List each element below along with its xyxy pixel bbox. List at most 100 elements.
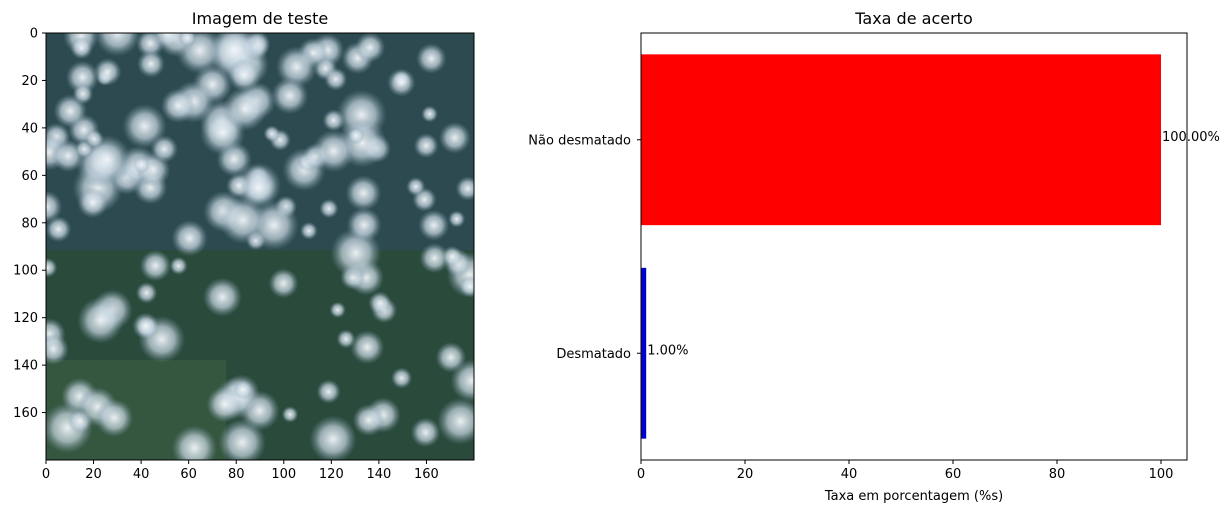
- cloud-blob: [416, 43, 447, 74]
- cloud-blob: [387, 68, 416, 97]
- cloud-blob: [135, 282, 158, 304]
- x-tick-label: 20: [737, 467, 754, 482]
- cloud-blob: [268, 268, 299, 299]
- image-frame: [45, 32, 475, 461]
- cloud-blob: [46, 190, 63, 224]
- cloud-blob: [459, 275, 474, 298]
- x-tick-label: 100: [271, 467, 296, 482]
- cloud-blob: [46, 216, 72, 243]
- bar-data-label: 1.00%: [647, 343, 688, 358]
- cloud-blob: [263, 125, 281, 143]
- cloud-blob: [93, 58, 122, 86]
- cloud-blob: [122, 104, 167, 149]
- cloud-blob: [70, 36, 93, 60]
- cloud-blob: [46, 257, 58, 278]
- cloud-blob: [350, 330, 385, 365]
- cloud-blob: [160, 88, 196, 124]
- cloud-blob: [441, 245, 463, 267]
- category-label: Desmatado: [556, 347, 631, 362]
- y-tick-label: 140: [13, 359, 38, 374]
- cloud-blob: [406, 177, 426, 197]
- cloud-blob: [202, 277, 242, 317]
- cloud-blob: [312, 129, 355, 173]
- y-tick-label: 60: [21, 169, 38, 184]
- cloud-blob: [329, 301, 346, 319]
- cloud-blob: [84, 129, 104, 149]
- cloud-blob: [437, 397, 474, 445]
- cloud-blob: [391, 367, 413, 389]
- cloud-blob: [132, 312, 160, 340]
- y-tick-label: 20: [21, 74, 38, 89]
- cloud-blob: [347, 127, 365, 145]
- cloud-blob: [455, 176, 474, 201]
- image-title: Imagem de teste: [192, 9, 328, 28]
- cloud-blob: [281, 406, 299, 423]
- cloud-blob: [316, 379, 341, 404]
- cloud-blob: [413, 133, 439, 159]
- x-tick-label: 80: [1049, 467, 1066, 482]
- cloud-blob: [410, 417, 441, 448]
- cloud-blob: [65, 60, 100, 94]
- x-tick-label: 20: [85, 467, 102, 482]
- satellite-image: [46, 33, 474, 460]
- bar-chart-panel: Taxa de acerto 1.00% 100.00% 0 20 40 60 80 100…: [528, 9, 1220, 504]
- x-tick-label: 80: [228, 467, 245, 482]
- x-tick-label: 0: [42, 467, 50, 482]
- cloud-blob: [53, 94, 88, 128]
- cloud-blob: [206, 386, 243, 423]
- cloud-blob: [418, 209, 450, 241]
- cloud-blob: [368, 291, 392, 315]
- cloud-blob: [95, 398, 134, 437]
- cloud-blob: [300, 221, 318, 240]
- plot-frame: [640, 32, 1188, 461]
- cloud-blob: [271, 77, 309, 115]
- cloud-blob: [421, 105, 438, 123]
- bar-data-label: 100.00%: [1162, 130, 1220, 145]
- cloud-blob: [171, 425, 218, 460]
- cloud-blob: [346, 207, 382, 243]
- bar-desmatado: [641, 267, 647, 439]
- cloud-blob: [275, 46, 318, 88]
- bar-não-desmatado: [641, 54, 1161, 226]
- x-tick-label: 120: [319, 467, 344, 482]
- x-tick-label: 100: [1149, 467, 1174, 482]
- y-tick-label: 120: [13, 311, 38, 326]
- x-tick-label: 60: [945, 467, 962, 482]
- cloud-blob: [150, 135, 178, 163]
- cloud-blob: [227, 58, 261, 92]
- x-tick-label: 40: [841, 467, 858, 482]
- cloud-blob: [151, 33, 184, 50]
- cloud-blob: [46, 333, 69, 365]
- cloud-blob: [450, 359, 474, 403]
- cloud-blob: [77, 187, 109, 219]
- x-tick-label: 160: [414, 467, 439, 482]
- y-tick-label: 80: [21, 216, 38, 231]
- x-tick-label: 0: [637, 467, 645, 482]
- category-label: Não desmatado: [528, 133, 631, 148]
- cloud-blob: [352, 404, 385, 437]
- cloud-blob: [218, 196, 267, 244]
- bar-chart-title: Taxa de acerto: [854, 9, 972, 28]
- cloud-blob: [240, 169, 277, 206]
- cloud-blob: [218, 418, 267, 460]
- cloud-blob: [233, 379, 254, 400]
- y-tick-label: 0: [30, 27, 38, 42]
- x-axis-label: Taxa em porcentagem (%s): [824, 489, 1003, 504]
- y-tick-label: 160: [13, 406, 38, 421]
- cloud-blob: [324, 67, 348, 91]
- x-tick-label: 40: [133, 467, 150, 482]
- cloud-blob: [94, 33, 141, 57]
- x-tick-label: 60: [180, 467, 197, 482]
- cloud-blob: [319, 198, 339, 219]
- cloud-blob: [336, 329, 356, 349]
- image-panel: Imagem de teste 0 20 40 60 80 100 120 140 160 0 2…: [13, 9, 475, 482]
- cloud-blob: [419, 243, 450, 274]
- y-tick-label: 40: [21, 121, 38, 136]
- cloud-blob: [171, 220, 208, 257]
- cloud-blob: [132, 156, 151, 174]
- cloud-blob: [169, 256, 188, 275]
- x-tick-label: 140: [366, 467, 391, 482]
- cloud-blob: [354, 33, 386, 63]
- cloud-blob: [345, 175, 382, 212]
